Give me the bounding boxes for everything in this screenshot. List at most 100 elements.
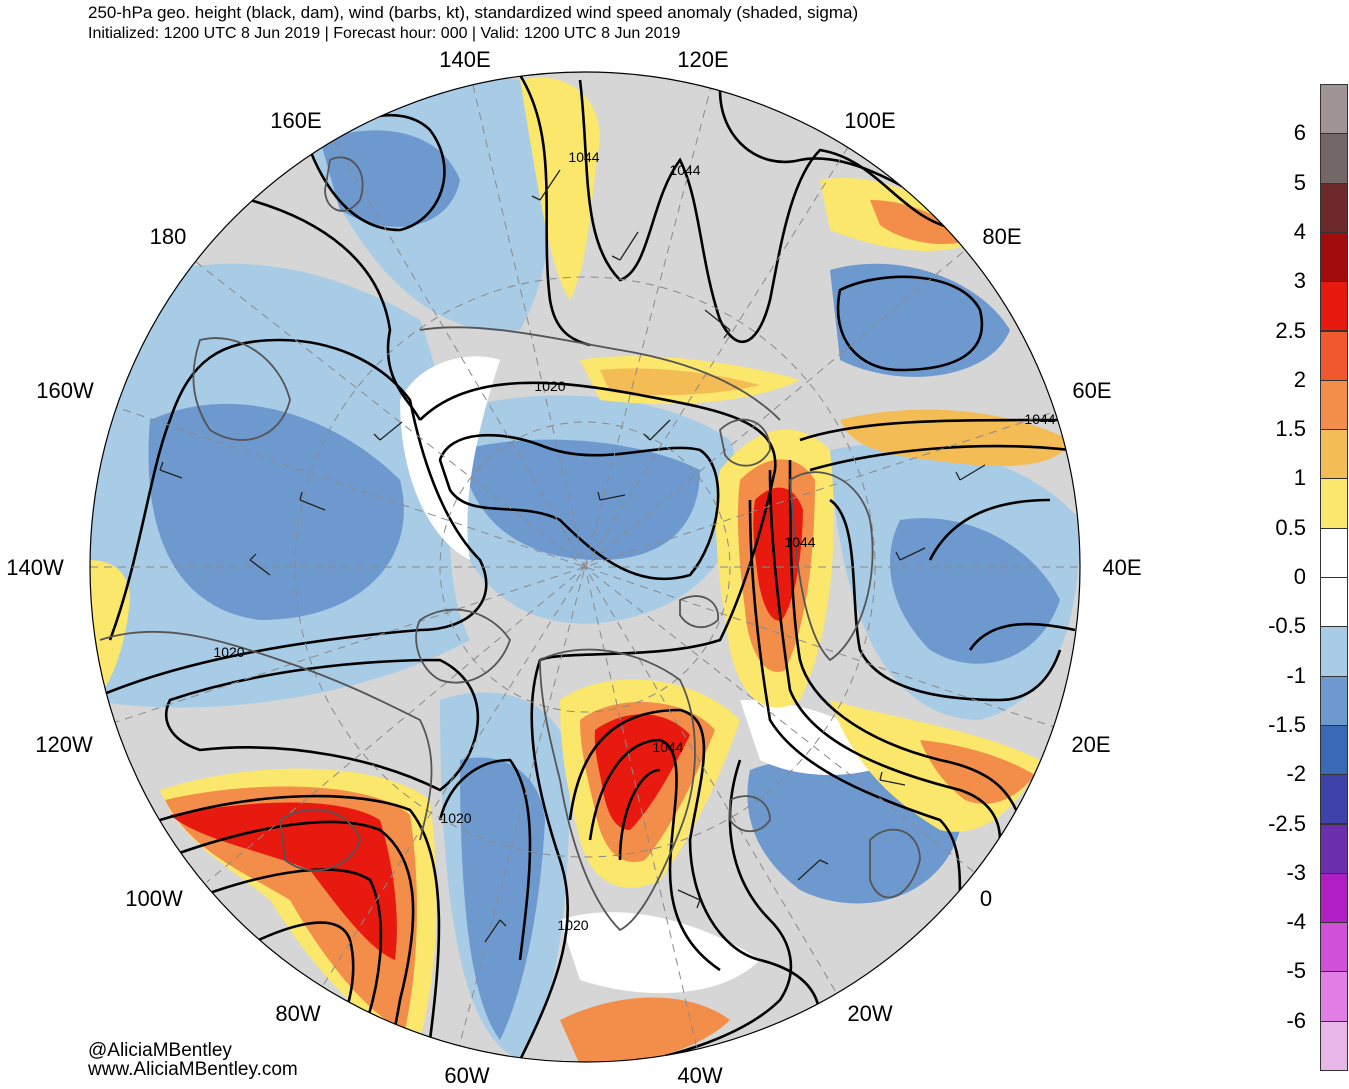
colorbar-swatch (1320, 527, 1348, 578)
coastline-alaska (192, 337, 291, 441)
colorbar-swatch (1320, 429, 1348, 480)
map-fill-layer (90, 72, 1080, 1062)
height-contour-east-3 (829, 498, 1062, 702)
wind-barb (643, 419, 671, 441)
coastline-uk (869, 828, 921, 899)
colorbar-tick-label: -5 (1286, 958, 1306, 984)
height-contour-canada-1 (159, 820, 415, 1061)
coastline-siberia (419, 326, 781, 421)
colorbar-swatch (1320, 231, 1348, 283)
height-contour-west-2 (164, 658, 480, 792)
lon-label: 60E (1072, 378, 1112, 403)
lon-label: 40E (1102, 555, 1142, 580)
coastline-iceland (729, 795, 771, 833)
contour-label: 1020 (557, 917, 588, 933)
height-contour-atlantic-1 (599, 759, 793, 1062)
colorbar-swatch (1320, 182, 1348, 233)
wind-barb (531, 169, 561, 201)
colorbar-swatch (1320, 379, 1348, 431)
height-contour-canada-5 (438, 758, 532, 961)
lon-label: 120W (35, 732, 93, 757)
lon-label: 20W (847, 1001, 893, 1026)
colorbar-tick-label: -4 (1286, 909, 1306, 935)
pos-anomaly-jet-ne-core (870, 200, 970, 245)
wind-barb (611, 231, 639, 261)
lon-label: 160E (270, 108, 322, 133)
height-contour-low-pole (438, 433, 720, 581)
colorbar-swatch (1320, 281, 1348, 332)
lon-label: 80W (275, 1001, 321, 1026)
colorbar-swatch (1320, 478, 1348, 529)
contour-label: 1044 (652, 739, 683, 755)
lon-label: 100E (844, 108, 896, 133)
colorbar-tick-label: -1.5 (1268, 711, 1306, 737)
lon-label: 180 (149, 224, 187, 249)
colorbar-tick-label: 0 (1293, 564, 1306, 589)
pos-anomaly-jet-atlantic (560, 997, 730, 1062)
colorbar-swatch (1320, 774, 1348, 825)
height-contour-greenland-1 (568, 708, 822, 1021)
colorbar-tick-label: -2 (1286, 761, 1306, 787)
wind-barb (373, 421, 403, 441)
coastlines (99, 156, 921, 932)
lon-label: 20E (1071, 732, 1111, 757)
wind-barb (677, 889, 701, 909)
height-contour-north-4 (578, 79, 961, 344)
contour-label: 1044 (784, 534, 815, 550)
credit-handle: @AliciaMBentley (88, 1040, 232, 1061)
colorbar-tick-label: 2.5 (1275, 317, 1306, 343)
neg-anomaly-region-pole-core (460, 439, 700, 560)
colorbar-tick-label: 4 (1293, 218, 1306, 244)
colorbar-tick-label: 5 (1293, 169, 1306, 195)
height-contour-canada-2 (189, 868, 383, 1041)
neg-anomaly-region-north-core (320, 130, 460, 227)
wind-barbs (159, 169, 986, 943)
colorbar-tick-label: -2.5 (1268, 810, 1306, 836)
lon-label: 80E (982, 224, 1022, 249)
coastline-novaya-zemlya (719, 418, 771, 467)
meridian-120e-60w (457, 82, 713, 1052)
colorbar-tick-label: 3 (1293, 268, 1306, 294)
height-contour-greenland-2 (588, 738, 721, 972)
colorbar-swatch (1320, 84, 1348, 135)
height-contours (90, 74, 1076, 1062)
wind-barb (249, 553, 271, 576)
wind-barb (895, 547, 926, 561)
coastline-canadian-archipelago (415, 608, 511, 684)
wind-barb (484, 919, 507, 943)
wind-barb (797, 859, 829, 881)
lon-label: 60W (444, 1063, 490, 1088)
height-contour-scand-2 (768, 469, 1002, 841)
colorbar-swatch (1320, 1020, 1348, 1071)
lon-label: 160W (36, 378, 94, 403)
lon-label: 0 (979, 886, 993, 911)
pos-anomaly-jet-kara-core (600, 368, 760, 396)
lon-label: 140W (6, 555, 64, 580)
height-contour-north-1 (249, 198, 422, 421)
colorbar-tick-label: -3 (1286, 859, 1306, 885)
pos-anomaly-jet-siberia (520, 77, 600, 300)
height-contour-east-1 (799, 418, 1061, 442)
height-contour-scand-3 (748, 499, 962, 901)
graticule (90, 82, 1080, 1052)
colorbar-tick-label: -1 (1286, 662, 1306, 688)
colorbar-tick-label: -6 (1286, 1007, 1306, 1033)
wind-barb (879, 771, 906, 786)
chart-title: 250-hPa geo. height (black, dam), wind (… (88, 3, 859, 22)
colorbar-swatch (1320, 675, 1348, 726)
height-contour-east-4 (928, 498, 1051, 561)
height-contour-ne-closed (836, 275, 984, 372)
coastline-north-america (99, 630, 433, 841)
wind-barb (159, 461, 183, 479)
colorbar-tick-label: 0.5 (1275, 514, 1306, 540)
contour-label: 1020 (440, 810, 471, 826)
contour-labels: 1044 1044 1020 1044 1044 1020 1044 1020 … (213, 149, 1055, 933)
lon-label: 120E (677, 47, 729, 72)
wind-barb (299, 491, 326, 511)
coastline-kamchatka (324, 156, 364, 212)
colorbar-swatch (1320, 872, 1348, 924)
contour-label: 1044 (568, 149, 599, 165)
lon-label: 100W (125, 886, 183, 911)
height-contour-east-5 (968, 622, 1076, 651)
